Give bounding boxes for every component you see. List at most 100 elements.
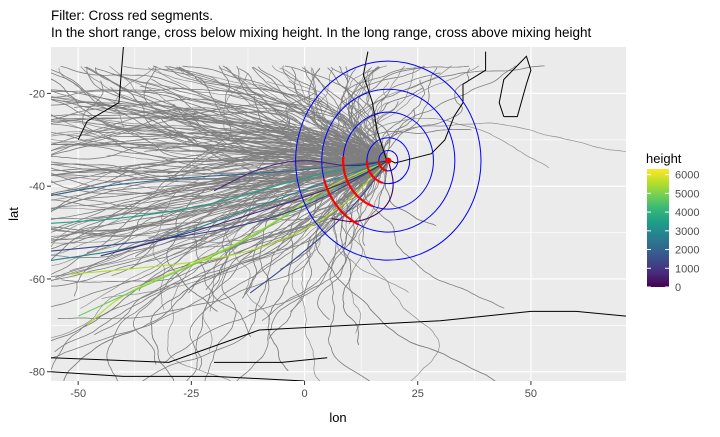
height-legend: height 0 1000 2000 3000 4000 5000 6000 <box>646 151 699 294</box>
gray-trajectory <box>51 160 389 183</box>
gray-trajectory <box>328 129 472 168</box>
gray-trajectory <box>348 67 389 161</box>
gray-trajectory <box>51 160 389 261</box>
map-layer <box>51 47 626 381</box>
gray-trajectory <box>222 65 389 162</box>
gray-trajectory <box>328 160 389 381</box>
red-cross-arc <box>377 160 387 172</box>
gray-trajectory <box>51 160 389 197</box>
gray-trajectory <box>51 136 389 162</box>
height-trajectory <box>69 160 389 275</box>
gray-trajectory <box>57 160 389 320</box>
legend-colorbar <box>647 169 669 287</box>
gray-trajectory <box>274 109 389 162</box>
gray-trajectory <box>51 142 389 162</box>
gray-trajectory <box>282 65 389 162</box>
gray-trajectory <box>348 66 426 161</box>
height-trajectory <box>51 160 389 224</box>
coastline <box>214 357 328 363</box>
legend-tick-label: 5000 <box>675 188 699 200</box>
gray-trajectory <box>238 68 389 162</box>
gray-trajectory <box>229 160 389 189</box>
gray-trajectory <box>142 160 389 381</box>
legend-title: height <box>646 151 682 166</box>
y-axis-label: lat <box>6 207 21 221</box>
gray-trajectory <box>291 67 389 161</box>
gray-trajectory <box>55 160 389 279</box>
gray-trajectory <box>178 67 389 161</box>
y-tick-label: -20 <box>29 88 45 100</box>
gray-trajectory <box>51 160 389 241</box>
legend-tick-label: 2000 <box>675 245 699 257</box>
gray-trajectory <box>51 78 389 161</box>
legend-tick-label: 1000 <box>675 263 699 275</box>
gray-trajectory <box>138 160 389 292</box>
distance-rings <box>295 60 482 261</box>
gray-trajectory <box>366 65 480 162</box>
gray-trajectory <box>75 160 389 243</box>
gray-trajectory <box>364 87 423 161</box>
gray-trajectory <box>284 65 389 161</box>
coastline <box>51 310 626 363</box>
distance-ring <box>321 88 456 233</box>
x-tick-label: 0 <box>301 388 307 400</box>
gray-trajectory <box>342 66 389 161</box>
gray-trajectory <box>375 122 626 162</box>
coastline <box>498 55 532 118</box>
y-axis-ticks: -20 -40 -60 -80 <box>29 88 51 379</box>
height-trajectory <box>86 160 389 326</box>
gray-trajectory <box>308 67 389 162</box>
red-cross-arc <box>322 178 359 226</box>
red-crossing-segments <box>322 156 392 226</box>
gray-trajectory <box>95 68 389 161</box>
coastline <box>51 371 305 381</box>
gray-trajectory <box>86 66 389 165</box>
y-tick-label: -60 <box>29 274 45 286</box>
gray-trajectory <box>336 66 389 162</box>
gray-trajectory <box>142 91 389 162</box>
gray-trajectory <box>327 67 391 161</box>
gray-trajectory <box>63 160 389 381</box>
coastline <box>77 47 124 141</box>
legend-tick-label: 6000 <box>675 170 699 182</box>
height-trajectory <box>51 160 389 252</box>
gray-trajectory <box>205 160 389 291</box>
height-trajectory <box>51 160 389 196</box>
gray-trajectory <box>267 160 389 371</box>
gray-trajectory <box>386 67 438 161</box>
gray-trajectory <box>193 112 389 162</box>
gray-trajectory <box>51 160 389 359</box>
gray-trajectory <box>178 66 389 162</box>
gray-trajectory <box>119 160 389 251</box>
height-trajectory <box>331 160 394 223</box>
gray-trajectory <box>261 160 389 321</box>
coastline <box>362 51 487 164</box>
red-cross-arc <box>341 156 374 208</box>
x-tick-label: 50 <box>525 388 537 400</box>
gray-trajectory <box>223 160 389 320</box>
y-tick-label: -80 <box>29 367 45 379</box>
gray-trajectory <box>51 160 389 257</box>
x-axis-label: lon <box>329 410 346 425</box>
gray-trajectory <box>193 157 389 337</box>
gray-trajectory <box>383 65 516 161</box>
source-point <box>385 157 392 164</box>
gray-trajectory <box>317 160 389 320</box>
chart-title-line-1: Filter: Cross red segments. <box>51 8 213 23</box>
legend-ticks: 0 1000 2000 3000 4000 5000 6000 <box>647 170 699 294</box>
gray-trajectory <box>169 66 389 162</box>
x-tick-label: -25 <box>183 388 199 400</box>
gray-trajectory <box>51 160 389 230</box>
height-trajectory <box>77 160 389 317</box>
gray-trajectory <box>348 160 389 245</box>
gray-trajectory <box>354 105 389 162</box>
gray-trajectory <box>379 79 425 161</box>
gray-trajectory <box>168 160 389 250</box>
gray-trajectory <box>383 68 470 161</box>
gray-trajectory <box>358 160 440 381</box>
y-tick-label: -40 <box>29 181 45 193</box>
gray-trajectory <box>51 102 389 162</box>
gray-trajectory <box>204 160 389 381</box>
distance-ring <box>378 149 399 172</box>
